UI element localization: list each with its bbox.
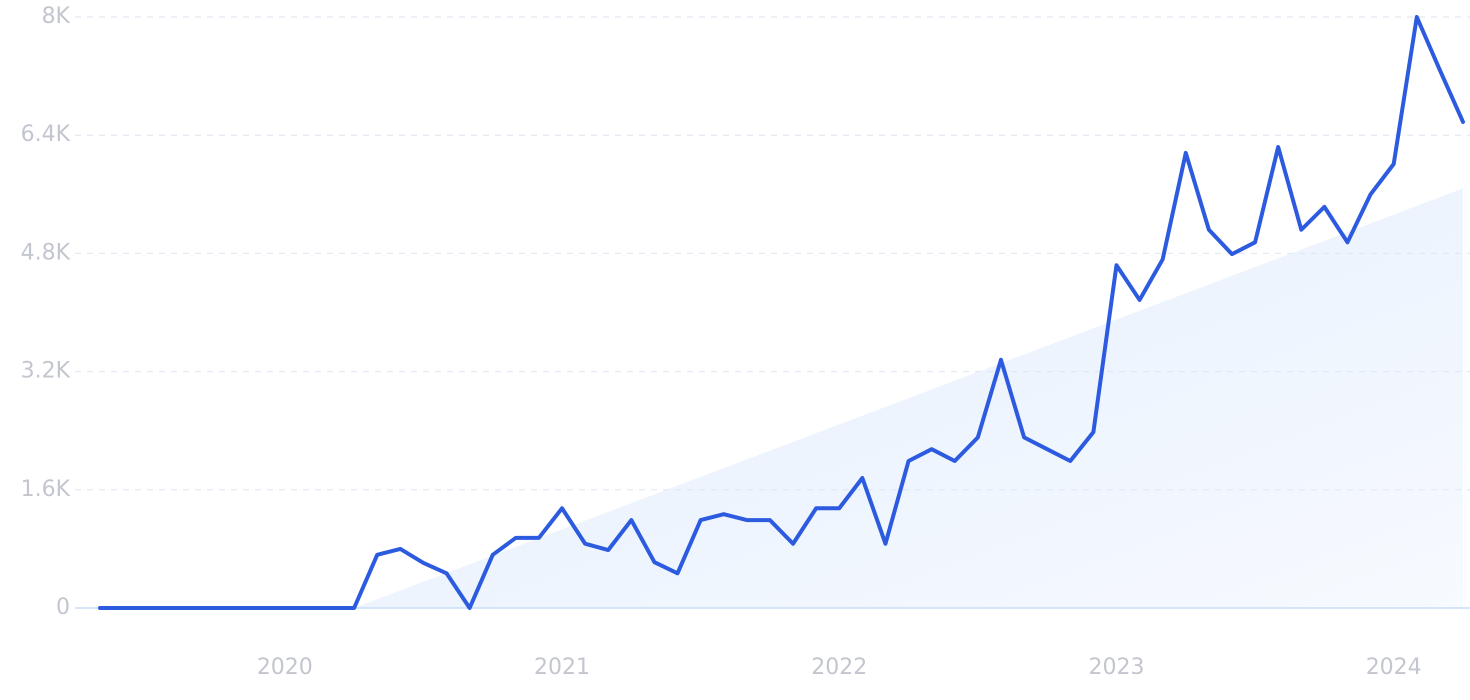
x-tick-label: 2022 — [811, 655, 867, 680]
x-tick-label: 2023 — [1088, 655, 1144, 680]
y-tick-label: 3.2K — [21, 359, 71, 384]
x-tick-label: 2024 — [1366, 655, 1422, 680]
x-tick-label: 2021 — [534, 655, 590, 680]
y-tick-label: 0 — [56, 595, 70, 620]
x-tick-label: 2020 — [257, 655, 313, 680]
y-tick-label: 1.6K — [21, 477, 71, 502]
line — [98, 15, 1465, 610]
trend-area — [354, 188, 1463, 608]
y-tick-label: 4.8K — [21, 240, 71, 265]
y-tick-label: 8K — [42, 4, 71, 29]
y-tick-label: 6.4K — [21, 122, 71, 147]
